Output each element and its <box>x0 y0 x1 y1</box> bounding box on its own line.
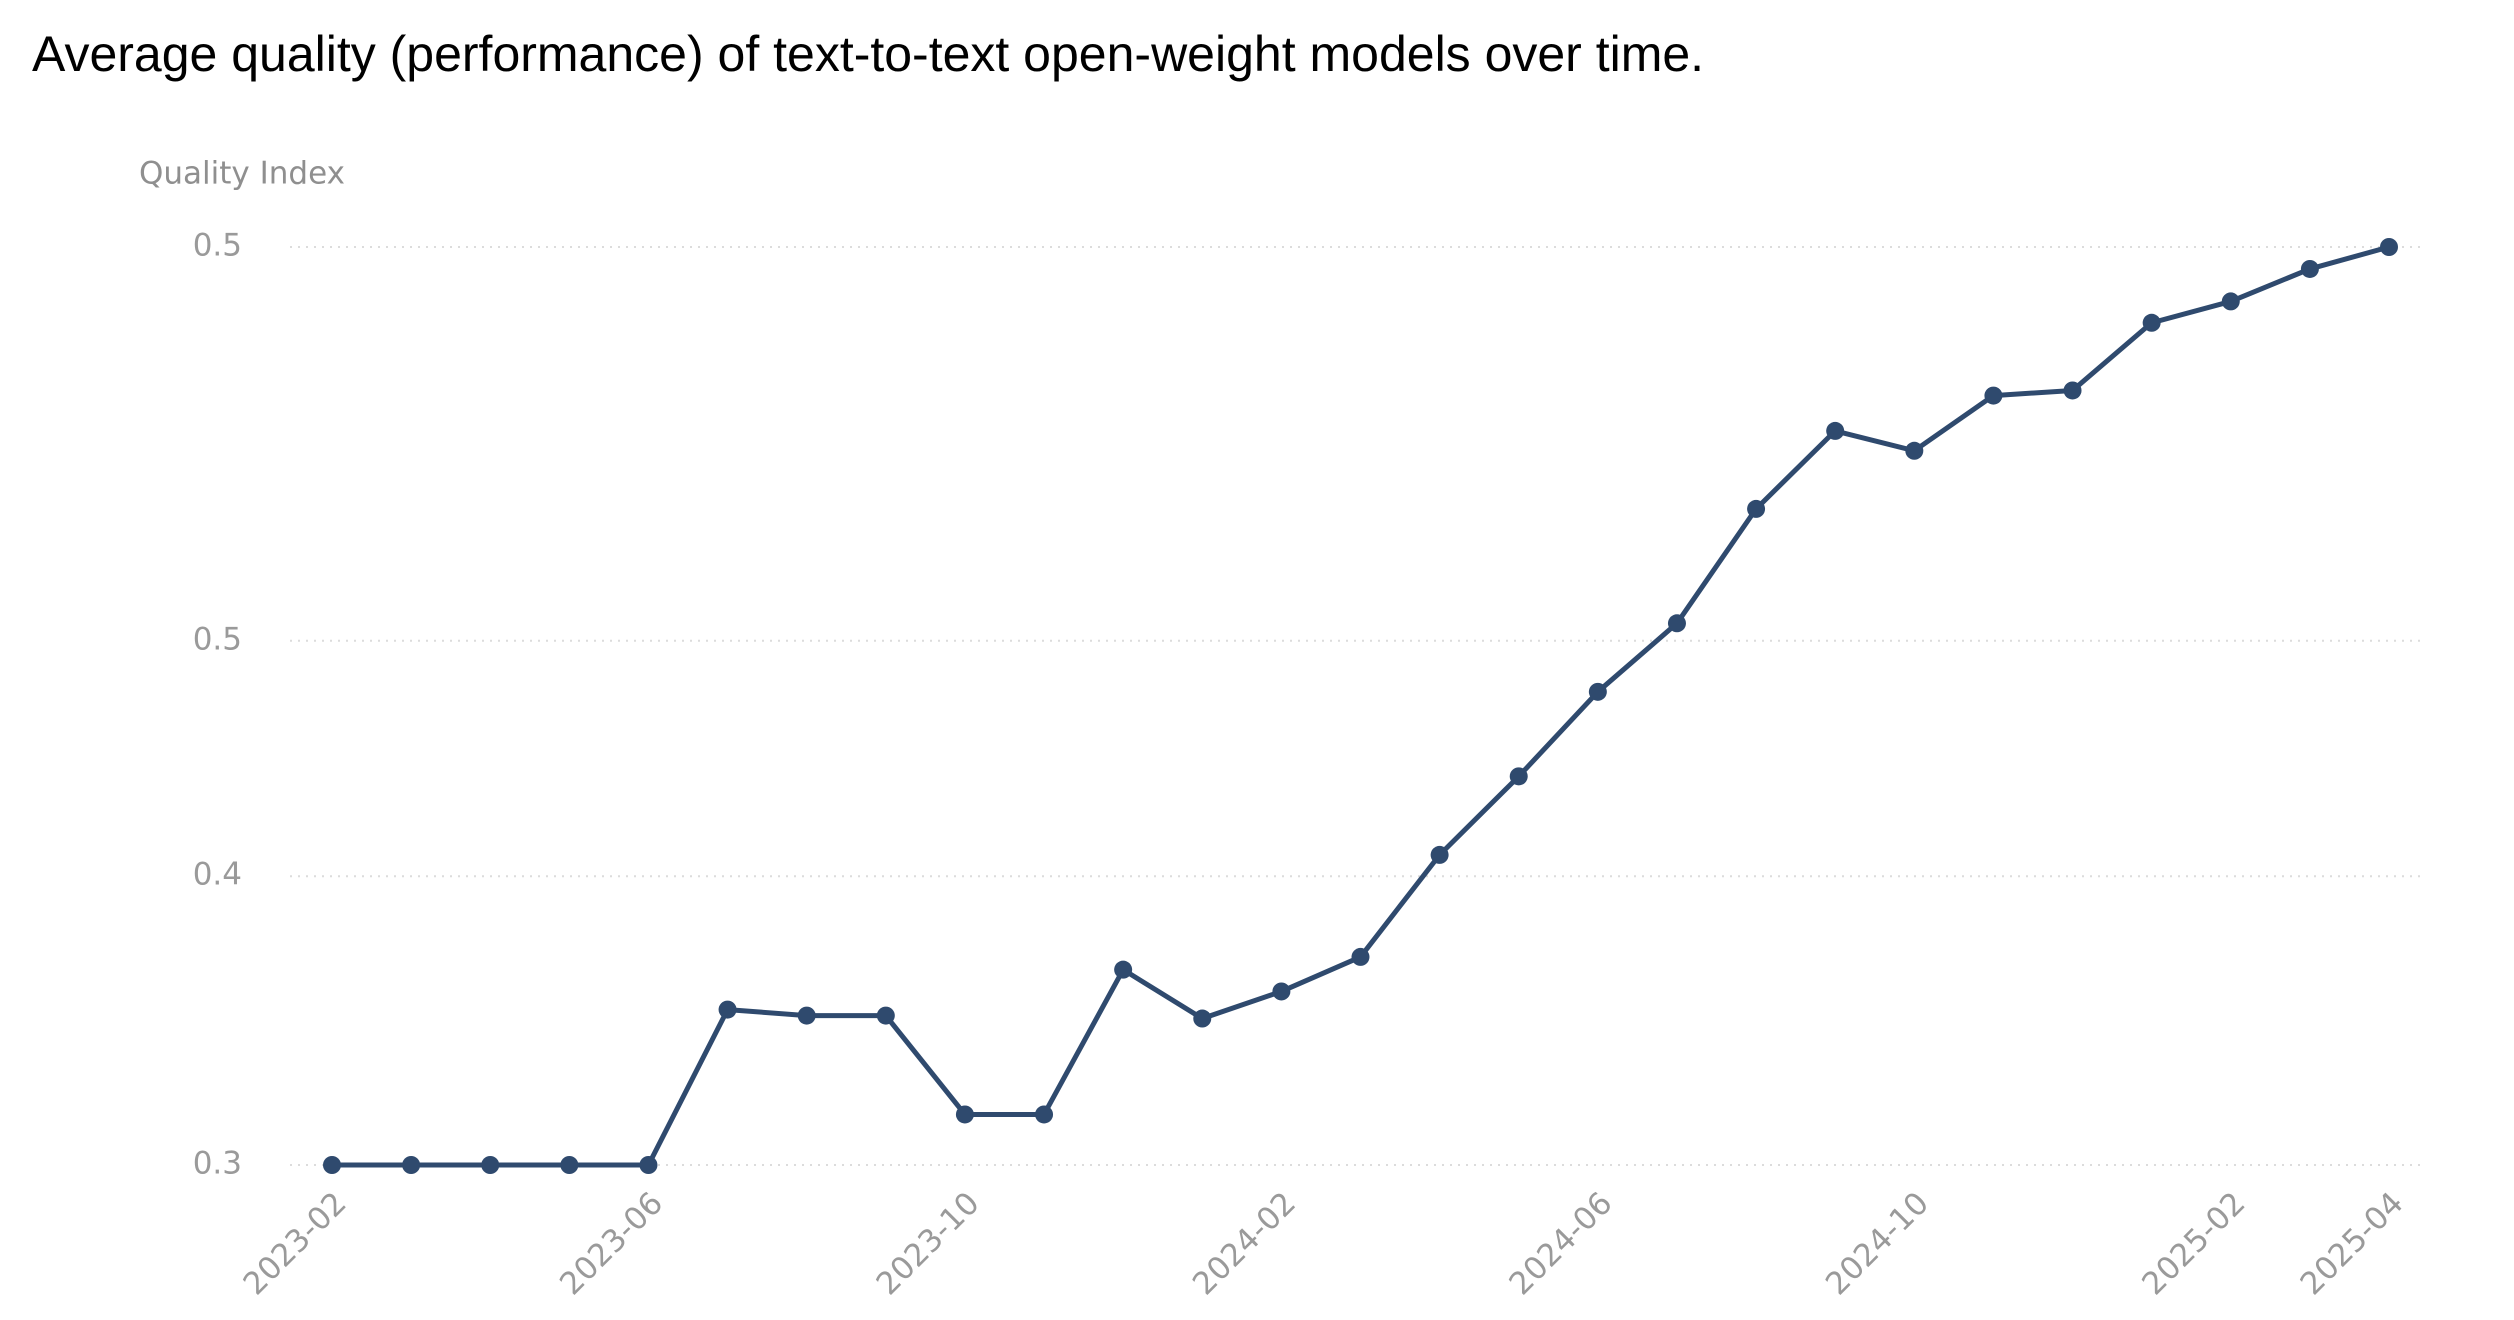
y-tick-label: 0.5 <box>193 228 242 264</box>
data-point <box>2142 313 2161 332</box>
x-tick-label: 2024-02 <box>1186 1185 1303 1302</box>
data-point <box>1826 421 1845 440</box>
y-tick-label: 0.5 <box>193 621 242 657</box>
data-point <box>718 1000 737 1019</box>
x-tick-label: 2024-10 <box>1819 1185 1936 1302</box>
data-point <box>1509 767 1528 786</box>
data-point <box>1747 499 1766 518</box>
line-series <box>332 244 2390 1168</box>
x-tick-label: 2023-10 <box>870 1185 987 1302</box>
data-point <box>1272 982 1291 1001</box>
data-point <box>1667 614 1686 633</box>
x-tick-label: 2023-06 <box>553 1185 670 1302</box>
data-point <box>2063 381 2082 400</box>
data-point <box>560 1156 579 1174</box>
x-tick-label: 2024-06 <box>1502 1185 1619 1302</box>
x-tick-label: 2025-04 <box>2294 1185 2411 1302</box>
data-point <box>1905 441 1924 460</box>
data-point <box>402 1156 421 1174</box>
x-tick-label: 2023-02 <box>237 1185 354 1302</box>
data-point <box>2300 259 2319 278</box>
data-point <box>1193 1009 1212 1028</box>
data-point <box>1588 682 1607 701</box>
data-point <box>1430 845 1449 864</box>
data-point <box>1114 960 1133 979</box>
data-point <box>639 1156 658 1174</box>
data-point <box>2380 238 2398 256</box>
x-tick-label: 2025-02 <box>2135 1185 2252 1302</box>
data-point <box>1351 947 1370 966</box>
data-point <box>323 1156 341 1174</box>
y-tick-label: 0.3 <box>193 1146 242 1182</box>
data-point <box>1984 386 2003 405</box>
data-point <box>1035 1105 1054 1124</box>
data-point <box>481 1156 500 1174</box>
data-point <box>876 1006 895 1025</box>
chart-title: Average quality (performance) of text-to… <box>32 26 1704 82</box>
y-tick-label: 0.4 <box>193 857 242 893</box>
y-axis-title: Quality Index <box>139 156 345 192</box>
data-point <box>2221 292 2240 311</box>
data-point <box>797 1006 816 1025</box>
data-point <box>955 1105 974 1124</box>
